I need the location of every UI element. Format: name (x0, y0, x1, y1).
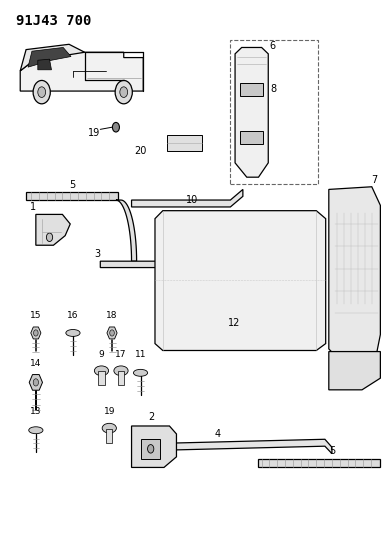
Text: 19: 19 (103, 407, 115, 416)
Bar (240, 83, 263, 96)
Ellipse shape (94, 366, 109, 376)
Polygon shape (100, 261, 224, 273)
Text: 91J43 700: 91J43 700 (16, 14, 92, 28)
Circle shape (115, 80, 132, 104)
Polygon shape (329, 187, 380, 358)
Polygon shape (31, 327, 41, 339)
Polygon shape (29, 375, 42, 390)
Polygon shape (235, 47, 268, 177)
Polygon shape (258, 459, 380, 467)
Circle shape (120, 87, 128, 98)
Text: 5: 5 (329, 446, 335, 456)
Text: 20: 20 (134, 146, 147, 156)
Text: 12: 12 (228, 318, 240, 328)
Polygon shape (107, 327, 117, 339)
Circle shape (33, 80, 50, 104)
Bar (98, 372, 105, 385)
Text: 3: 3 (94, 249, 101, 259)
Circle shape (147, 445, 154, 453)
Polygon shape (38, 59, 51, 70)
Text: 10: 10 (186, 195, 198, 205)
Text: 16: 16 (67, 311, 79, 320)
Ellipse shape (114, 366, 128, 376)
Circle shape (38, 87, 45, 98)
Polygon shape (36, 214, 70, 245)
Polygon shape (132, 189, 243, 207)
Polygon shape (20, 44, 85, 71)
Text: 11: 11 (135, 350, 146, 359)
Polygon shape (20, 52, 143, 91)
Bar (230, 39, 318, 184)
Polygon shape (176, 439, 332, 454)
Text: 18: 18 (106, 311, 118, 320)
Text: 7: 7 (371, 175, 377, 185)
Ellipse shape (133, 369, 148, 376)
Text: 2: 2 (148, 412, 154, 422)
Bar (141, 439, 160, 459)
Polygon shape (155, 211, 326, 351)
Bar (106, 429, 113, 443)
Bar (118, 372, 124, 385)
Polygon shape (26, 192, 118, 200)
Polygon shape (167, 135, 202, 151)
Text: 19: 19 (87, 127, 100, 138)
Circle shape (33, 379, 38, 386)
Text: 15: 15 (30, 311, 42, 320)
Text: 9: 9 (99, 350, 104, 359)
Circle shape (113, 123, 120, 132)
Text: 5: 5 (69, 180, 75, 190)
Polygon shape (132, 426, 176, 467)
Text: 6: 6 (269, 41, 275, 51)
Polygon shape (28, 47, 71, 67)
Circle shape (34, 330, 38, 336)
Bar (240, 131, 263, 144)
Ellipse shape (102, 423, 116, 433)
Text: 17: 17 (115, 350, 127, 359)
Text: 1: 1 (30, 203, 36, 212)
Text: 13: 13 (30, 407, 42, 416)
Polygon shape (329, 352, 380, 390)
Text: 8: 8 (270, 84, 276, 94)
Ellipse shape (66, 329, 80, 336)
Polygon shape (116, 200, 137, 261)
Text: 4: 4 (214, 429, 221, 439)
Text: 14: 14 (30, 359, 42, 368)
Circle shape (46, 233, 53, 241)
Ellipse shape (29, 427, 43, 434)
Circle shape (110, 330, 114, 336)
